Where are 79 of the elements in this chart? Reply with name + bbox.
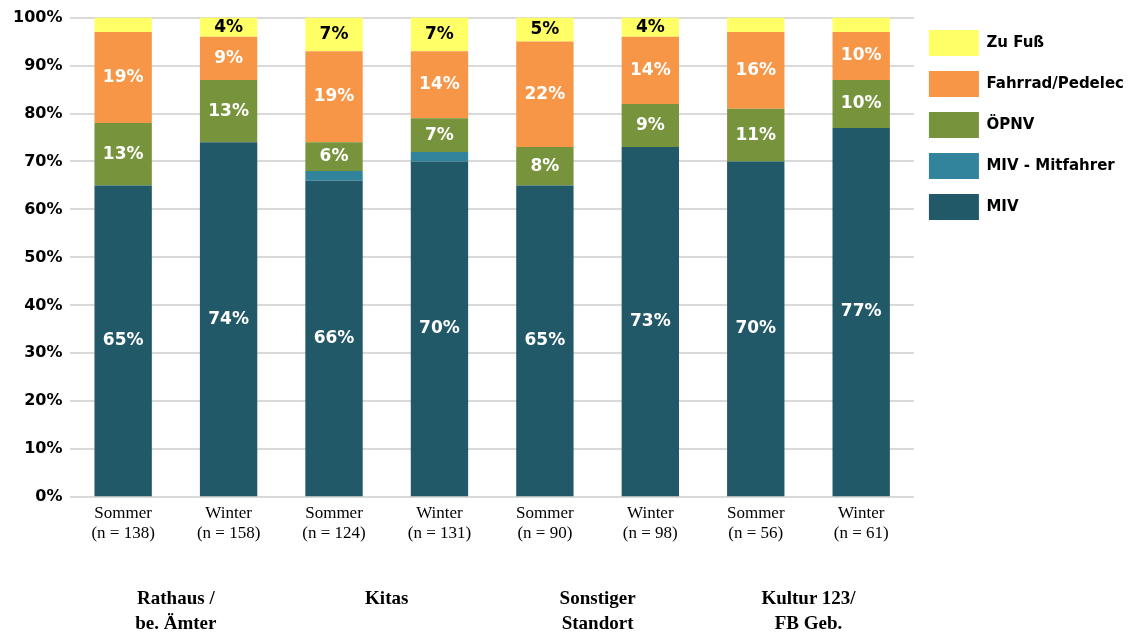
bar [621,147,679,497]
text: Rathaus / be. Ämter [135,587,218,634]
data-label: 7% [425,123,454,144]
bar [516,185,574,497]
bar [832,127,890,497]
legend-label: MIV - Mitfahrer [986,155,1116,174]
data-label: 73% [629,310,671,331]
bar [199,142,258,497]
legend-label: Fahrrad/Pedelec [986,73,1125,92]
y-tick-label: 90% [24,54,63,74]
data-label: 66% [313,326,355,347]
x-tick-label: Winter (n = 131) [407,502,472,543]
data-label: 7% [425,22,454,43]
bar [410,161,469,497]
y-tick-label: 50% [24,246,63,266]
text: Kitas [365,587,409,609]
legend-label: MIV [986,196,1019,215]
bar [199,79,258,143]
text: Kultur 123/ FB Geb. [761,587,857,634]
bar [832,17,890,32]
bar [727,161,785,497]
data-label: 7% [319,22,349,43]
x-tick-label: Sommer (n = 56) [726,502,785,543]
bar [94,123,152,186]
data-label: 13% [102,142,144,163]
x-tick-label: Sommer (n = 90) [516,502,575,543]
data-label: 11% [735,123,777,144]
data-label: 19% [102,65,144,86]
y-tick-label: 70% [24,150,63,170]
x-tick-label: Winter (n = 98) [622,502,678,543]
bar [410,51,469,119]
data-label: 8% [530,154,560,175]
data-label: 65% [102,329,144,350]
text: Sonstiger Standort [559,587,637,634]
bar [516,41,574,148]
x-tick-label: Winter (n = 61) [833,502,889,543]
y-tick-label: 100% [12,6,63,26]
data-label: 5% [530,18,560,39]
x-tick-label: Sommer (n = 138) [91,502,155,543]
data-label: 9% [214,46,244,67]
data-label: 14% [629,58,671,79]
data-label: 77% [840,300,882,321]
data-label: 13% [208,99,249,120]
data-label: 10% [840,44,882,65]
x-tick-label: Winter (n = 158) [196,502,261,543]
bar [410,118,469,152]
legend-label: ÖPNV [986,113,1035,133]
bar [410,151,469,162]
data-label: 65% [524,329,566,350]
y-tick-label: 60% [24,198,63,218]
data-label: 22% [524,82,566,103]
bar [305,171,363,181]
data-label: 4% [214,15,244,36]
data-label: 6% [319,145,349,166]
bar [94,17,152,32]
data-label: 10% [840,92,882,113]
bar [621,36,679,104]
y-tick-label: 0% [35,486,63,506]
data-label: 4% [635,15,665,36]
data-label: 74% [208,307,249,328]
y-tick-label: 40% [24,294,63,314]
legend-label: Zu Fuß [986,32,1045,51]
bar [305,51,363,143]
bar [94,185,152,497]
bar [727,31,785,109]
bar [94,31,152,124]
data-label: 19% [313,85,355,106]
y-tick-label: 80% [24,102,63,122]
data-label: 9% [635,113,665,134]
bar [305,180,363,497]
data-label: 70% [735,317,777,338]
data-label: 14% [419,73,460,94]
y-tick-label: 30% [24,342,63,362]
y-tick-label: 20% [24,390,63,410]
y-tick-label: 10% [24,438,63,458]
data-label: 70% [419,317,460,338]
data-label: 16% [735,58,777,79]
bar [727,17,785,32]
x-tick-label: Sommer (n = 124) [302,502,366,543]
